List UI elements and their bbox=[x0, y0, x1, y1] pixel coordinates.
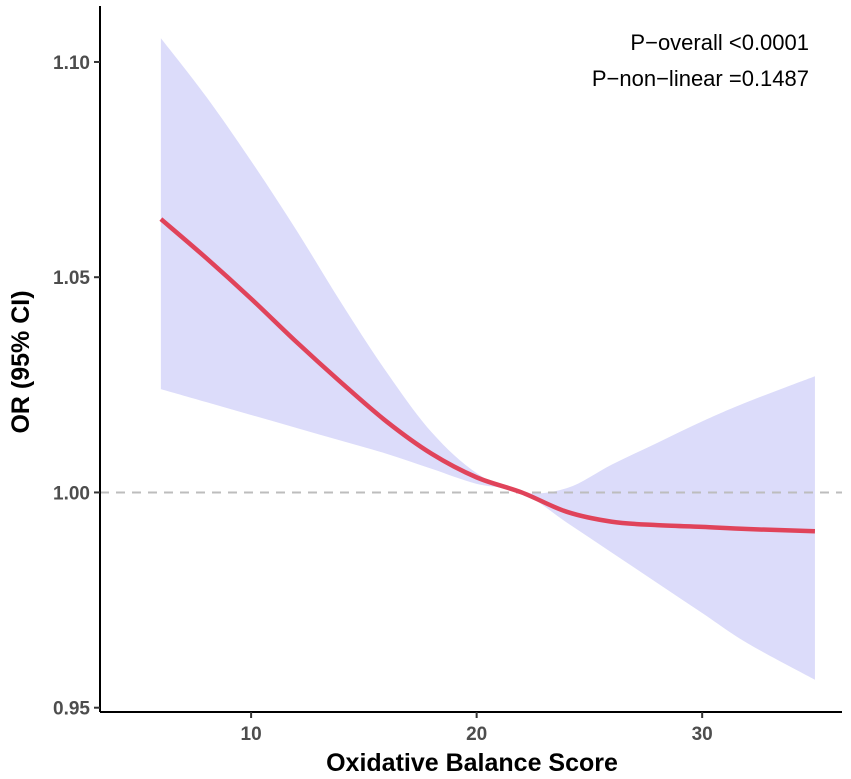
p-overall-annotation: P−overall <0.0001 bbox=[630, 30, 809, 55]
x-axis-title: Oxidative Balance Score bbox=[326, 749, 618, 777]
p-non-linear-annotation: P−non−linear =0.1487 bbox=[592, 66, 809, 91]
chart: 0.95 1.00 1.05 1.10 10 20 30 Oxidative Balance… bbox=[0, 0, 851, 779]
y-tick-label: 1.00 bbox=[53, 483, 90, 504]
y-tick-label: 0.95 bbox=[53, 699, 90, 720]
ci-layer bbox=[161, 38, 815, 679]
y-axis-title: OR (95% CI) bbox=[7, 290, 35, 433]
y-tick-label: 1.10 bbox=[53, 53, 90, 74]
x-tick-label: 20 bbox=[466, 724, 487, 745]
x-tick-label: 10 bbox=[241, 724, 262, 745]
chart-svg: 0.95 1.00 1.05 1.10 10 20 30 Oxidative Balance… bbox=[0, 0, 851, 779]
x-tick-label: 30 bbox=[692, 724, 713, 745]
ci-band bbox=[161, 38, 815, 679]
y-tick-label: 1.05 bbox=[53, 268, 90, 289]
